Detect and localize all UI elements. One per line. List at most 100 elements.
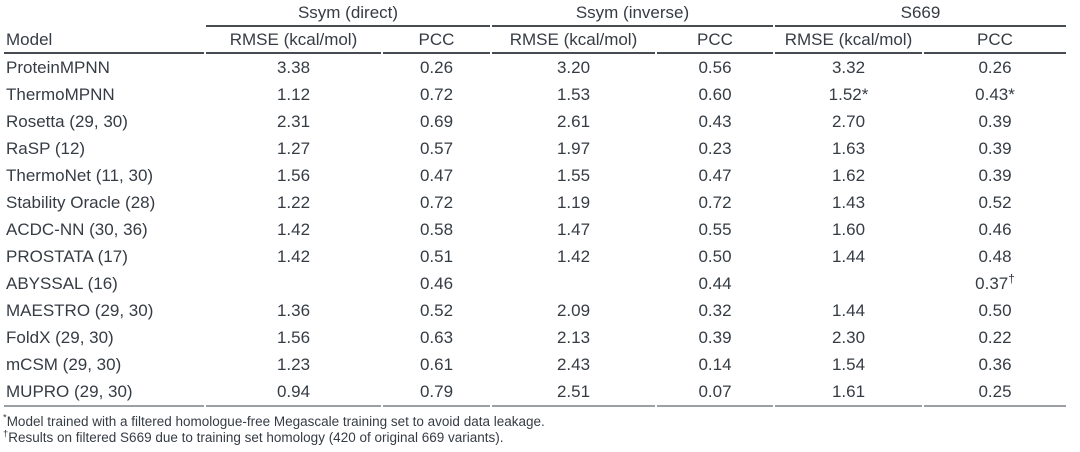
model-name-cell: ThermoMPNN — [6, 84, 115, 104]
value-cell — [206, 270, 381, 297]
value-cell: 1.60 — [831, 219, 866, 239]
model-name-cell: ThermoNet (11, 30) — [6, 165, 154, 185]
value-cell: 2.61 — [556, 111, 591, 131]
value-cell: 0.60 — [698, 84, 732, 104]
value-cell: 1.55 — [556, 165, 591, 185]
value-cell: 3.38 — [276, 57, 311, 77]
value-cell: 0.72 — [419, 192, 454, 212]
value-cell: 0.25 — [924, 378, 1066, 407]
value-cell: 1.27 — [276, 138, 311, 158]
model-name-cell: ProteinMPNN — [6, 57, 110, 77]
table-row: ThermoNet (11, 30) 1.56 0.47 1.55 0.47 1.62 0.… — [4, 162, 1066, 189]
value-cell: 1.36 — [276, 300, 311, 320]
value-cell: 1.12 — [276, 84, 311, 104]
value-cell: 0.55 — [698, 219, 732, 239]
value-cell: 0.46 — [419, 273, 454, 293]
value-cell: 3.32 — [831, 57, 866, 77]
value-cell: 0.36 — [978, 354, 1012, 374]
value-cell: 1.52* — [828, 84, 869, 104]
value-cell: 0.52 — [978, 192, 1012, 212]
value-cell: 2.43 — [556, 354, 591, 374]
value-cell: 0.52 — [419, 300, 454, 320]
value-cell: 1.42 — [556, 246, 591, 266]
value-cell: 0.39 — [978, 165, 1012, 185]
value-cell: 1.63 — [831, 138, 866, 158]
column-header-rmse-s669: RMSE (kcal/mol) — [775, 27, 922, 54]
value-cell: 0.51 — [419, 246, 454, 266]
value-cell: 0.63 — [419, 327, 454, 347]
value-cell: 0.23 — [698, 138, 732, 158]
column-header-row: Model RMSE (kcal/mol) PCC RMSE (kcal/mol… — [4, 27, 1066, 54]
table-row: RaSP (12) 1.27 0.57 1.97 0.23 1.63 0.39 — [4, 135, 1066, 162]
value-cell: 0.58 — [419, 219, 454, 239]
value-cell: 1.22 — [276, 192, 311, 212]
value-cell: 3.20 — [556, 57, 591, 77]
value-cell: 0.46 — [978, 219, 1012, 239]
value-cell: 1.44 — [831, 300, 866, 320]
model-name-cell: RaSP (12) — [6, 138, 86, 158]
model-name-cell: ABYSSAL (16) — [6, 273, 118, 293]
value-cell: 0.56 — [698, 57, 732, 77]
value-cell: 0.94 — [206, 378, 381, 407]
footnote: †Results on filtered S669 due to trainin… — [3, 428, 504, 445]
table-row: FoldX (29, 30) 1.56 0.63 2.13 0.39 2.30 0.22 — [4, 324, 1066, 351]
table-row: ProteinMPNN 3.38 0.26 3.20 0.56 3.32 0.26 — [4, 54, 1066, 81]
value-cell: 2.13 — [556, 327, 591, 347]
value-cell: 1.44 — [831, 246, 866, 266]
model-name-cell: Rosetta (29, 30) — [6, 111, 128, 131]
value-cell — [775, 270, 922, 297]
value-cell: 2.31 — [276, 111, 311, 131]
value-cell: 0.50 — [698, 246, 732, 266]
model-name-cell: PROSTATA (17) — [6, 246, 128, 266]
model-name-cell: Stability Oracle (28) — [6, 192, 156, 212]
value-cell: 0.79 — [383, 378, 490, 407]
value-cell: 0.57 — [419, 138, 454, 158]
table-row: ABYSSAL (16) 0.46 0.44 0.37† — [4, 270, 1066, 297]
value-cell: 0.72 — [419, 84, 454, 104]
value-cell: 1.61 — [775, 378, 922, 407]
value-cell: 0.14 — [698, 354, 732, 374]
value-cell: 0.47 — [698, 165, 732, 185]
table-row: Stability Oracle (28) 1.22 0.72 1.19 0.72 1.4… — [4, 189, 1066, 216]
value-cell: 0.39 — [698, 327, 732, 347]
value-cell: 0.22 — [978, 327, 1012, 347]
value-cell: 1.97 — [556, 138, 591, 158]
value-cell — [492, 270, 655, 297]
column-header-rmse-direct: RMSE (kcal/mol) — [206, 27, 381, 54]
value-cell: 0.43* — [975, 84, 1015, 104]
value-cell: 0.69 — [419, 111, 454, 131]
table-row: MAESTRO (29, 30) 1.36 0.52 2.09 0.32 1.44 0.50 — [4, 297, 1066, 324]
group-header-ssym-direct: Ssym (direct) — [206, 0, 490, 27]
value-cell: 1.42 — [276, 219, 311, 239]
table-row: Rosetta (29, 30) 2.31 0.69 2.61 0.43 2.70 0.39 — [4, 108, 1066, 135]
value-cell: 1.19 — [556, 192, 591, 212]
value-cell: 2.70 — [831, 111, 866, 131]
value-cell: 0.26 — [419, 57, 454, 77]
value-cell: 0.61 — [419, 354, 454, 374]
value-cell: 0.07 — [657, 378, 773, 407]
value-cell: 2.30 — [831, 327, 866, 347]
value-cell: 1.54 — [831, 354, 866, 374]
value-cell: 0.50 — [978, 300, 1012, 320]
footnote: *Model trained with a filtered homologue… — [3, 412, 545, 429]
value-cell: 0.37† — [975, 270, 1015, 293]
model-name-cell: MUPRO (29, 30) — [4, 378, 204, 407]
table-row: MUPRO (29, 30) 0.94 0.79 2.51 0.07 1.61 0.25 — [4, 378, 1066, 407]
value-cell: 0.48 — [978, 246, 1012, 266]
column-header-pcc-inverse: PCC — [657, 27, 773, 54]
value-cell: 1.42 — [276, 246, 311, 266]
value-cell: 0.44 — [698, 273, 732, 293]
value-cell: 0.47 — [419, 165, 454, 185]
value-cell: 1.23 — [276, 354, 311, 374]
footnote-marker: † — [3, 428, 9, 440]
model-name-cell: MAESTRO (29, 30) — [6, 300, 154, 320]
column-header-pcc-s669: PCC — [924, 27, 1066, 54]
benchmark-table: Ssym (direct) Ssym (inverse) S669 Model … — [2, 0, 1068, 407]
value-cell: 1.47 — [556, 219, 591, 239]
value-cell: 1.56 — [276, 327, 311, 347]
value-cell: 0.26 — [978, 57, 1012, 77]
value-cell: 2.09 — [556, 300, 591, 320]
column-header-pcc-direct: PCC — [383, 27, 490, 54]
table-row: mCSM (29, 30) 1.23 0.61 2.43 0.14 1.54 0.36 — [4, 351, 1066, 378]
group-header-ssym-inverse: Ssym (inverse) — [492, 0, 773, 27]
